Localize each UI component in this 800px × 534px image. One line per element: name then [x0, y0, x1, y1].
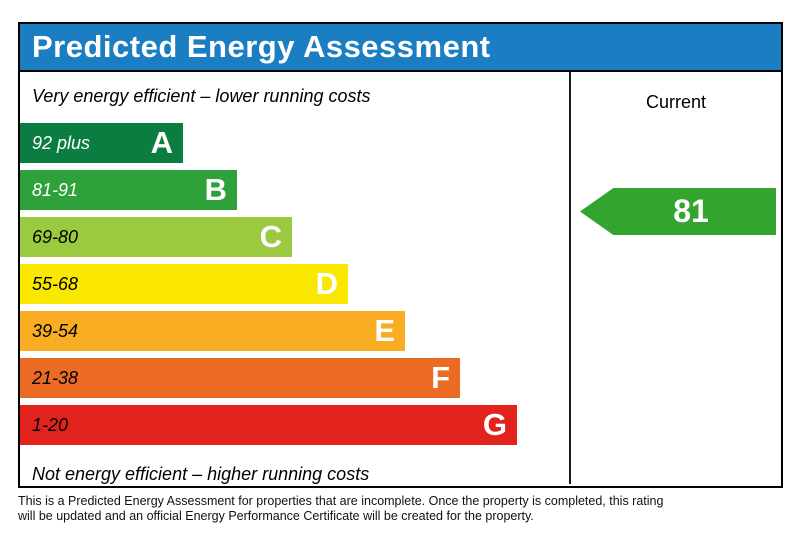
current-rating-value: 81	[673, 193, 709, 229]
band-e: 39-54 E	[20, 311, 405, 351]
band-d: 55-68 D	[20, 264, 348, 304]
band-range-label: 21-38	[32, 367, 79, 388]
band-a: 92 plus A	[20, 123, 183, 163]
current-column-header: Current	[645, 92, 707, 112]
band-b: 81-91 B	[20, 170, 237, 210]
chart-frame: Predicted Energy Assessment Very energy …	[18, 22, 783, 488]
band-range-label: 92 plus	[32, 132, 91, 153]
band-range-label: 55-68	[32, 273, 79, 294]
band-letter: C	[259, 219, 282, 254]
page-title: Predicted Energy Assessment	[32, 29, 491, 64]
chart-title-bar: Predicted Energy Assessment	[20, 24, 781, 72]
top-efficiency-note: Very energy efficient – lower running co…	[32, 86, 371, 106]
band-f: 21-38 F	[20, 358, 460, 398]
band-letter: D	[315, 266, 338, 301]
band-letter: F	[431, 360, 450, 395]
band-range-label: 69-80	[32, 226, 79, 247]
chart-body: Very energy efficient – lower running co…	[20, 72, 781, 484]
rating-scale-column: Very energy efficient – lower running co…	[20, 72, 569, 484]
band-letter: G	[482, 407, 507, 442]
band-letter: A	[150, 125, 173, 160]
band-range-label: 39-54	[32, 320, 79, 341]
footer-disclaimer: This is a Predicted Energy Assessment fo…	[18, 494, 664, 523]
band-c: 69-80 C	[20, 217, 292, 257]
band-letter: B	[204, 172, 227, 207]
band-letter: E	[374, 313, 395, 348]
bands: 92 plus A 81-91 B 69-80 C 55-68 D 39-54 E 21-38 F 1-…	[20, 123, 569, 445]
band-range-label: 81-91	[32, 179, 79, 200]
bottom-efficiency-note: Not energy efficient – higher running co…	[32, 464, 370, 484]
band-g: 1-20 G	[20, 405, 517, 445]
current-column: Current 81	[569, 72, 781, 484]
current-rating-arrow: 81	[580, 188, 776, 235]
band-range-label: 1-20	[32, 414, 69, 435]
